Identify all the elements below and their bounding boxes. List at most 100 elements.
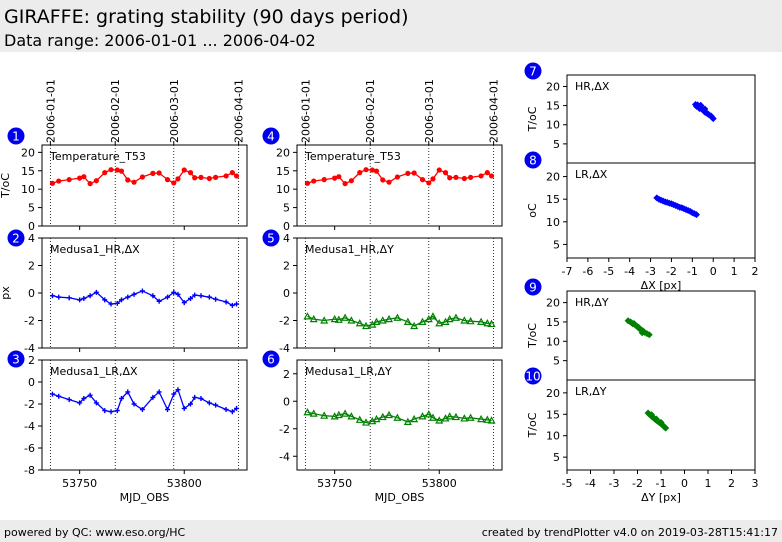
x-tick-label: 2 — [752, 265, 759, 278]
panel-frame — [41, 359, 248, 471]
panel-frame — [41, 144, 248, 227]
x-tick-label: -6 — [582, 265, 593, 278]
panel-10: 5 10 15 20 -5 -4 -3 -2 -1 0 1 2 3 ΔY [px] T/oC LR,ΔY — [526, 379, 759, 504]
data-point — [206, 294, 212, 300]
panel-number-badge — [524, 62, 542, 80]
data-point — [139, 288, 145, 294]
y-tick-label: 5 — [28, 202, 35, 215]
data-point — [108, 301, 114, 307]
data-point — [424, 410, 433, 418]
panel-4: 0 5 10 15 20 Temperature_T53 — [276, 144, 503, 233]
data-point — [198, 293, 204, 299]
y-tick-label: 20 — [546, 387, 560, 400]
data-point — [156, 389, 162, 395]
data-point — [66, 177, 72, 183]
data-point — [49, 293, 55, 299]
y-tick-label: 15 — [546, 193, 560, 206]
data-point — [198, 174, 204, 180]
y-tick-label: 15 — [546, 100, 560, 113]
data-point — [332, 175, 338, 181]
data-point — [442, 170, 449, 176]
panel-frame — [296, 237, 503, 349]
data-point — [385, 410, 394, 419]
x-tick-label: 53800 — [422, 477, 457, 490]
data-point — [657, 418, 665, 426]
y-tick-label: -4 — [279, 450, 290, 463]
data-point — [428, 312, 437, 320]
data-point — [436, 167, 442, 173]
panel-label: Medusa1_HR,ΔY — [305, 243, 394, 256]
data-point — [311, 178, 317, 184]
y-axis-label: T/oC — [526, 323, 539, 349]
panel-label: Medusa1_HR,ΔX — [50, 243, 140, 256]
data-point — [461, 175, 467, 182]
y-axis-label: px — [0, 286, 12, 300]
panel-number-badge — [262, 127, 280, 145]
y-tick-label: 10 — [276, 183, 290, 196]
data-point — [181, 300, 187, 306]
date-label: 2006-03-01 — [423, 79, 436, 143]
y-tick-label: 5 — [553, 451, 560, 464]
data-point — [403, 317, 412, 325]
y-tick-label: 0 — [28, 220, 35, 233]
data-point — [468, 174, 474, 180]
data-point — [334, 315, 343, 323]
data-point — [125, 294, 131, 300]
y-axis-label: T/oC — [0, 173, 12, 199]
y-tick-label: 10 — [546, 430, 560, 443]
data-point — [66, 397, 72, 403]
data-point — [372, 414, 381, 423]
y-tick-label: 4 — [28, 232, 35, 245]
y-tick-label: -2 — [279, 315, 290, 328]
panel-number-badge — [262, 350, 280, 368]
x-axis-label: ΔY [px] — [641, 491, 681, 504]
header: GIRAFFE: grating stability (90 days peri… — [0, 0, 782, 52]
data-point — [483, 318, 492, 327]
y-tick-label: -8 — [24, 464, 35, 477]
data-point — [697, 102, 705, 110]
data-point — [386, 179, 392, 185]
panel-7: 5 10 15 20 T/oC HR,ΔX — [526, 74, 756, 167]
data-point — [309, 314, 318, 323]
data-point — [652, 415, 660, 423]
data-point — [87, 392, 93, 398]
x-tick-label: 3 — [752, 477, 759, 490]
data-point — [181, 405, 187, 411]
y-tick-label: 0 — [28, 287, 35, 300]
y-tick-label: -2 — [279, 423, 290, 436]
data-point — [342, 181, 348, 187]
data-point — [102, 297, 108, 303]
panel-number: 6 — [267, 353, 275, 367]
panel-1: 0 5 10 15 20 T/oC Temperature_T53 — [0, 144, 248, 233]
panel-number-badge — [524, 278, 542, 296]
data-point — [223, 299, 229, 305]
series-line — [52, 388, 237, 413]
y-tick-label: 15 — [546, 408, 560, 421]
data-point — [234, 405, 240, 411]
data-point — [175, 387, 181, 393]
data-point — [410, 414, 419, 423]
y-tick-label: 15 — [546, 316, 560, 329]
data-point — [460, 414, 469, 422]
date-label: 2006-01-01 — [299, 79, 312, 143]
data-point — [188, 401, 194, 407]
data-point — [488, 173, 495, 179]
y-tick-label: 0 — [28, 376, 35, 389]
data-point — [638, 329, 646, 337]
data-point — [56, 178, 62, 184]
data-point — [347, 412, 356, 420]
x-tick-label: 53800 — [167, 477, 202, 490]
data-point — [321, 177, 327, 183]
y-tick-label: 20 — [546, 80, 560, 93]
panel-frame — [566, 162, 756, 259]
x-tick-label: 0 — [681, 477, 688, 490]
data-point — [484, 170, 490, 176]
series-line — [307, 411, 492, 424]
y-tick-label: 20 — [276, 146, 290, 159]
data-point — [385, 314, 394, 323]
data-point — [198, 396, 204, 401]
data-point — [369, 167, 375, 173]
panel-frame — [41, 237, 248, 349]
y-tick-label: 10 — [546, 119, 560, 132]
data-point — [336, 174, 342, 180]
